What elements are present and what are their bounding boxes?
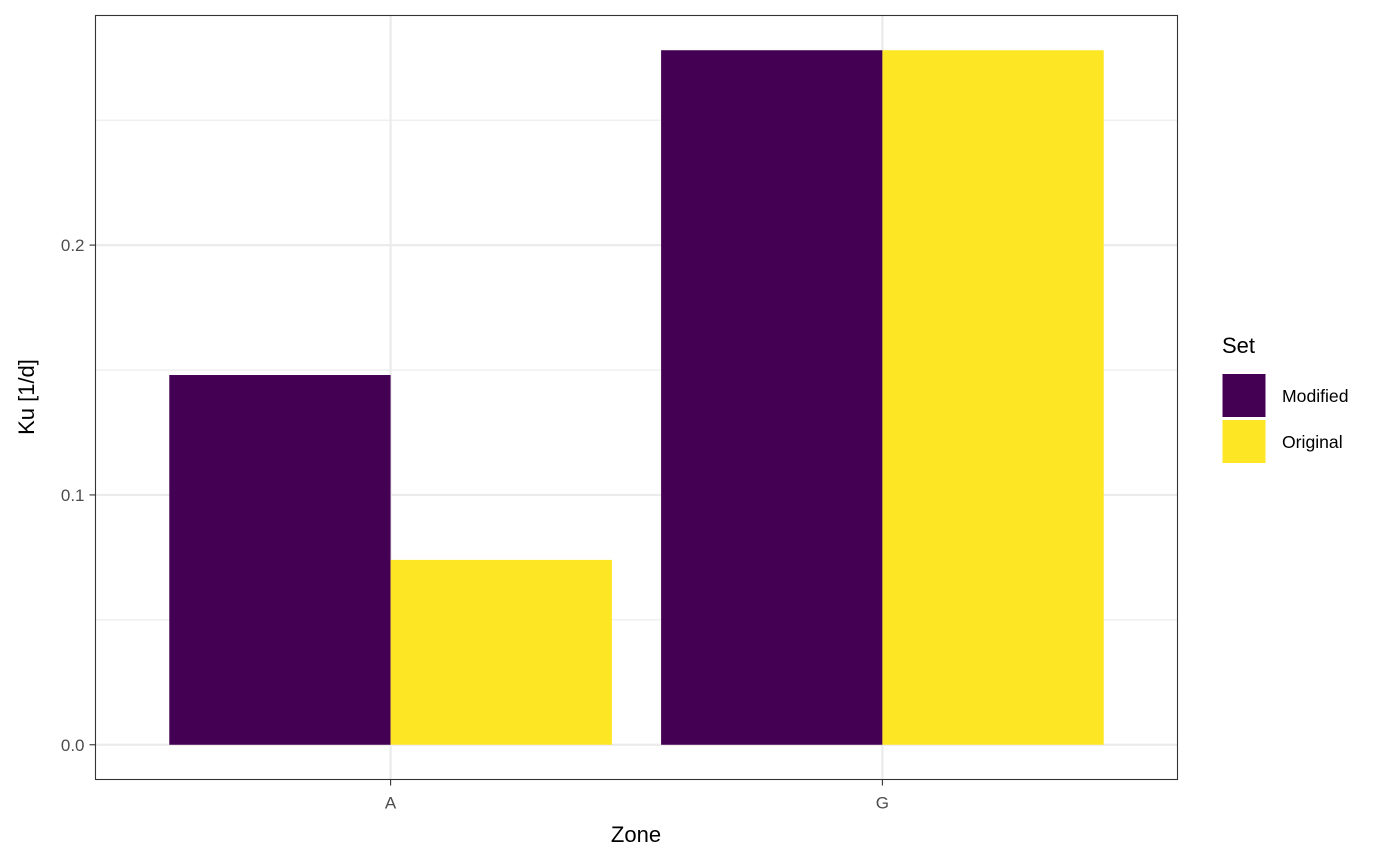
- bar-original-g: [882, 50, 1104, 745]
- legend-label-modified: Modified: [1282, 386, 1349, 406]
- y-tick-label: 0.2: [61, 236, 85, 255]
- bar-original-a: [390, 559, 612, 745]
- y-tick-label: 0.0: [61, 736, 85, 755]
- legend-key-modified: [1222, 374, 1266, 417]
- plot-panel-border: [94, 14, 1179, 781]
- legend-title: Set: [1222, 333, 1255, 358]
- legend-label-original: Original: [1282, 432, 1343, 452]
- legend: Set Modified Original: [1222, 333, 1349, 463]
- bar-modified-a: [169, 375, 391, 745]
- y-axis-title: Ku [1/d]: [14, 359, 39, 435]
- x-axis-title: Zone: [611, 822, 661, 847]
- y-axis: 0.0 0.1 0.2: [61, 236, 96, 755]
- legend-key-original: [1222, 420, 1266, 463]
- x-tick-label: A: [385, 794, 397, 813]
- bar-modified-g: [661, 50, 883, 745]
- bars: [169, 50, 1104, 745]
- y-tick-label: 0.1: [61, 486, 85, 505]
- x-tick-label: G: [876, 794, 889, 813]
